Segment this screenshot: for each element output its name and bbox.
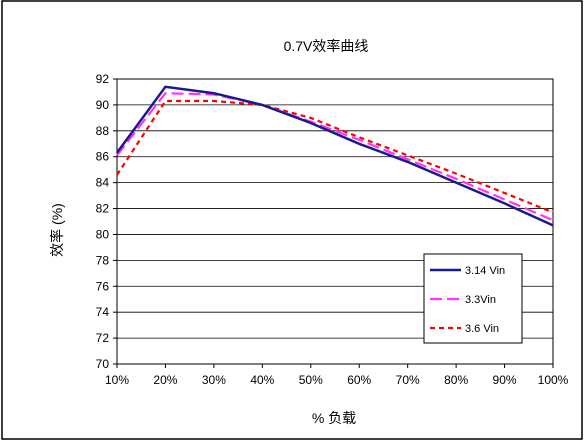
x-tick-label: 50% xyxy=(299,373,323,387)
x-tick-label: 60% xyxy=(347,373,371,387)
x-tick-label: 10% xyxy=(105,373,129,387)
y-tick-label: 86 xyxy=(96,150,110,164)
x-tick-label: 40% xyxy=(250,373,274,387)
legend: 3.14 Vin 3.3Vin 3.6 Vin xyxy=(423,253,523,344)
series-line-3-6-vin xyxy=(116,99,554,214)
y-tick-label: 88 xyxy=(96,124,110,138)
legend-label: 3.14 Vin xyxy=(465,265,505,277)
y-axis-title: 效率 (%) xyxy=(49,203,65,257)
x-tick-label: 20% xyxy=(153,373,177,387)
x-tick-label: 70% xyxy=(396,373,420,387)
x-tick-label: 100% xyxy=(538,373,569,387)
x-tick-label: 80% xyxy=(444,373,468,387)
y-tick-label: 78 xyxy=(96,253,110,267)
legend-label: 3.3Vin xyxy=(465,294,496,306)
series-lines xyxy=(115,85,554,227)
y-axis-ticks: 70 72 74 76 78 80 82 84 86 88 90 92 xyxy=(96,72,117,371)
chart-title: 0.7V效率曲线 xyxy=(284,38,369,54)
series-line-3-3vin xyxy=(116,92,554,222)
legend-label: 3.6 Vin xyxy=(465,323,499,335)
y-tick-label: 90 xyxy=(96,98,110,112)
y-tick-label: 82 xyxy=(96,202,110,216)
y-tick-label: 72 xyxy=(96,331,110,345)
x-tick-label: 30% xyxy=(202,373,226,387)
x-tick-label: 90% xyxy=(493,373,517,387)
y-tick-label: 76 xyxy=(96,279,110,293)
series-line-3-14-vin xyxy=(115,85,554,227)
x-axis-title: % 负载 xyxy=(312,410,356,426)
x-axis-ticks: 10% 20% 30% 40% 50% 60% 70% 80% 90% 100% xyxy=(105,364,569,387)
y-tick-label: 74 xyxy=(96,305,110,319)
y-tick-label: 92 xyxy=(96,72,110,86)
y-tick-label: 70 xyxy=(96,357,110,371)
y-tick-label: 80 xyxy=(96,227,110,241)
y-tick-label: 84 xyxy=(96,176,110,190)
